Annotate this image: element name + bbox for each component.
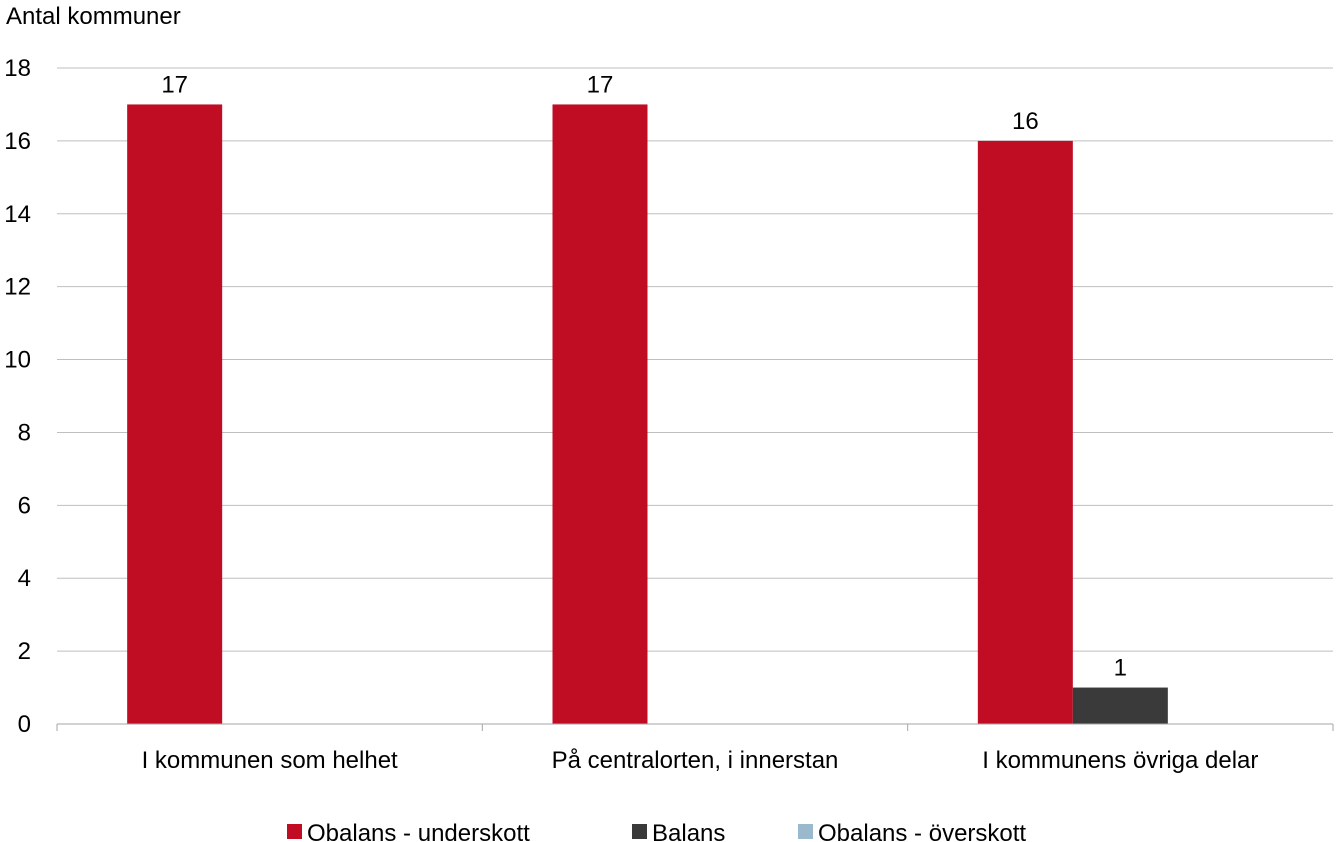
y-axis-ticks: 0 2 4 6 8 10 12 14 16 18: [4, 55, 31, 738]
legend-swatch: [632, 824, 647, 839]
y-tick-label: 12: [4, 274, 31, 301]
data-label: 17: [587, 71, 614, 98]
data-label: 1: [1114, 655, 1127, 682]
legend-entry: Balans: [652, 820, 725, 842]
legend-swatch: [798, 824, 813, 839]
x-category-label: I kommunens övriga delar: [982, 747, 1258, 774]
legend: Obalans - underskott Balans Obalans - över…: [287, 820, 1026, 842]
bar: [127, 104, 223, 724]
x-axis: I kommunen som helhet På centralorten, i …: [56, 723, 1334, 774]
y-tick-label: 18: [4, 55, 31, 82]
y-tick-label: 8: [18, 419, 31, 446]
legend-entry: Obalans - underskott: [307, 820, 530, 842]
x-category-label: På centralorten, i innerstan: [552, 747, 839, 774]
data-label: 16: [1012, 108, 1039, 135]
y-tick-label: 4: [18, 565, 31, 592]
data-labels: 17 17 16 1: [161, 71, 1127, 681]
y-tick-label: 0: [18, 711, 31, 738]
legend-swatch: [287, 824, 302, 839]
y-tick-label: 2: [18, 638, 31, 665]
legend-entry: Obalans - överskott: [818, 820, 1026, 842]
y-axis-title: Antal kommuner: [6, 3, 181, 30]
y-tick-label: 10: [4, 347, 31, 374]
bar: [1072, 687, 1168, 724]
x-category-label: I kommunen som helhet: [142, 747, 398, 774]
gridlines: [57, 67, 1333, 652]
data-label: 17: [161, 71, 188, 98]
y-tick-label: 14: [4, 201, 31, 228]
y-tick-label: 16: [4, 128, 31, 155]
y-tick-label: 6: [18, 492, 31, 519]
bars: [127, 104, 1168, 724]
bar: [552, 104, 648, 724]
bar: [977, 140, 1073, 724]
